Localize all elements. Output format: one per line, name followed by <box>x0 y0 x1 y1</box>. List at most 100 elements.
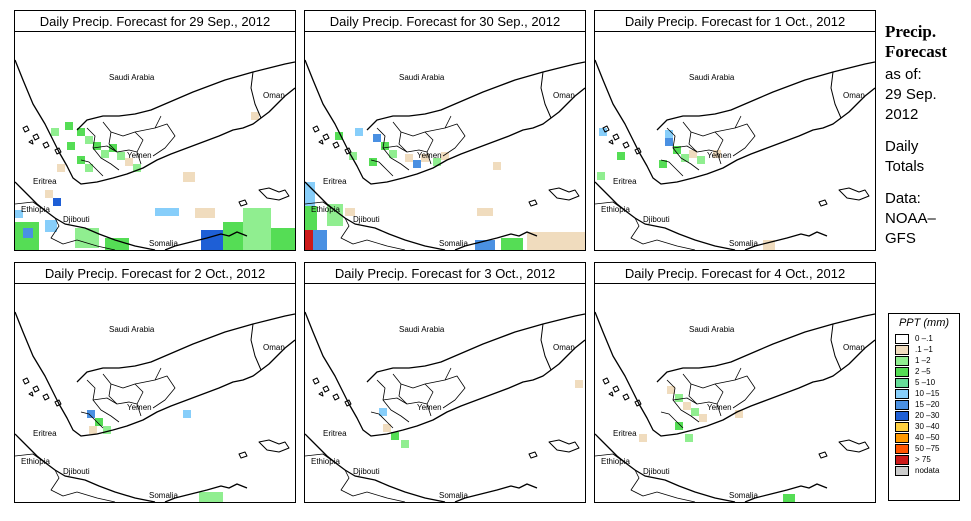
label-djibouti: Djibouti <box>353 215 380 224</box>
panel-title: Daily Precip. Forecast for 4 Oct., 2012 <box>594 262 876 283</box>
label-oman: Oman <box>263 343 285 352</box>
totals-line2: Totals <box>885 158 925 175</box>
legend-swatch <box>895 433 909 443</box>
label-ethiopia: Ethiopia <box>21 457 50 466</box>
label-eritrea: Eritrea <box>323 177 347 186</box>
legend-swatch <box>895 455 909 465</box>
label-ethiopia: Ethiopia <box>21 205 50 214</box>
map-svg: Saudi Arabia Oman Yemen Eritrea Ethiopia… <box>15 59 295 250</box>
panel-title: Daily Precip. Forecast for 3 Oct., 2012 <box>304 262 586 283</box>
label-eritrea: Eritrea <box>323 429 347 438</box>
label-somalia: Somalia <box>439 239 468 248</box>
label-oman: Oman <box>553 343 575 352</box>
forecast-info: Precip. Forecast as of: 29 Sep. 2012 Dai… <box>885 22 967 261</box>
precip-cells <box>15 112 295 250</box>
map-svg: Saudi Arabia Oman Yemen Eritrea Ethiopia… <box>15 311 295 502</box>
legend-label: nodata <box>915 466 940 475</box>
legend-label: 15 –20 <box>915 400 940 409</box>
label-yemen: Yemen <box>707 151 732 160</box>
label-somalia: Somalia <box>729 239 758 248</box>
forecast-panel-29-sep: Daily Precip. Forecast for 29 Sep., 2012 <box>14 10 296 251</box>
label-ethiopia: Ethiopia <box>311 457 340 466</box>
label-eritrea: Eritrea <box>613 429 637 438</box>
legend-swatch <box>895 466 909 476</box>
label-oman: Oman <box>843 343 865 352</box>
label-djibouti: Djibouti <box>63 467 90 476</box>
legend-item: nodata <box>889 465 959 476</box>
label-djibouti: Djibouti <box>63 215 90 224</box>
legend-swatch <box>895 334 909 344</box>
legend-item: 1 –2 <box>889 355 959 366</box>
precip-map: Saudi Arabia Oman Yemen Eritrea Ethiopia… <box>594 31 876 251</box>
label-yemen: Yemen <box>127 403 152 412</box>
legend-label: 10 –15 <box>915 389 940 398</box>
precip-cells <box>597 128 775 250</box>
panel-title: Daily Precip. Forecast for 29 Sep., 2012 <box>14 10 296 31</box>
legend-title: PPT (mm) <box>898 317 950 329</box>
as-of-date-line: 29 Sep. <box>885 86 937 103</box>
label-eritrea: Eritrea <box>33 429 57 438</box>
legend-label: > 75 <box>915 455 931 464</box>
label-saudi-arabia: Saudi Arabia <box>399 325 445 334</box>
totals-line1: Daily <box>885 138 919 155</box>
legend-label: .1 –1 <box>915 345 933 354</box>
precip-map: Saudi Arabia Oman Yemen Eritrea Ethiopia… <box>594 283 876 503</box>
legend-item: 2 –5 <box>889 366 959 377</box>
legend-item: 15 –20 <box>889 399 959 410</box>
label-eritrea: Eritrea <box>33 177 57 186</box>
label-yemen: Yemen <box>127 151 152 160</box>
legend-item: 40 –50 <box>889 432 959 443</box>
precip-cells <box>87 410 223 502</box>
legend-item: 5 –10 <box>889 377 959 388</box>
label-saudi-arabia: Saudi Arabia <box>689 73 735 82</box>
map-svg: Saudi Arabia Oman Yemen Eritrea Ethiopia… <box>305 59 585 250</box>
legend-label: 5 –10 <box>915 378 936 387</box>
label-djibouti: Djibouti <box>643 215 670 224</box>
legend-item: 0 –.1 <box>889 333 959 344</box>
label-oman: Oman <box>843 91 865 100</box>
data-source-label: Data: <box>885 190 921 207</box>
info-title: Precip. Forecast <box>885 22 967 62</box>
precip-map: Saudi Arabia Oman Yemen Eritrea Ethiopia… <box>14 283 296 503</box>
label-djibouti: Djibouti <box>643 467 670 476</box>
label-somalia: Somalia <box>149 491 178 500</box>
precip-cells <box>379 380 583 448</box>
legend-item: 50 –75 <box>889 443 959 454</box>
legend-swatch <box>895 389 909 399</box>
legend-label: 1 –2 <box>915 356 931 365</box>
label-yemen: Yemen <box>417 151 442 160</box>
legend-swatch <box>895 444 909 454</box>
label-eritrea: Eritrea <box>613 177 637 186</box>
label-saudi-arabia: Saudi Arabia <box>109 325 155 334</box>
legend-swatch <box>895 356 909 366</box>
forecast-panel-4-oct: Daily Precip. Forecast for 4 Oct., 2012 … <box>594 262 876 503</box>
totals-note: Daily Totals <box>885 137 967 177</box>
legend-swatch <box>895 422 909 432</box>
precip-cells <box>305 128 585 250</box>
forecast-panel-2-oct: Daily Precip. Forecast for 2 Oct., 2012 … <box>14 262 296 503</box>
map-svg: Saudi Arabia Oman Yemen Eritrea Ethiopia… <box>595 59 875 250</box>
label-ethiopia: Ethiopia <box>311 205 340 214</box>
map-svg: Saudi Arabia Oman Yemen Eritrea Ethiopia… <box>595 311 875 502</box>
panel-title: Daily Precip. Forecast for 30 Sep., 2012 <box>304 10 586 31</box>
legend-item: 20 –30 <box>889 410 959 421</box>
as-of-date: as of: 29 Sep. 2012 <box>885 65 967 125</box>
legend-swatch <box>895 411 909 421</box>
label-djibouti: Djibouti <box>353 467 380 476</box>
label-oman: Oman <box>263 91 285 100</box>
legend-swatch <box>895 378 909 388</box>
data-source-line1: NOAA– <box>885 210 936 227</box>
legend-swatch <box>895 345 909 355</box>
label-saudi-arabia: Saudi Arabia <box>399 73 445 82</box>
label-oman: Oman <box>553 91 575 100</box>
map-svg: Saudi Arabia Oman Yemen Eritrea Ethiopia… <box>305 311 585 502</box>
legend-item: .1 –1 <box>889 344 959 355</box>
precip-map: Saudi Arabia Oman Yemen Eritrea Ethiopia… <box>304 283 586 503</box>
forecast-panel-30-sep: Daily Precip. Forecast for 30 Sep., 2012 <box>304 10 586 251</box>
forecast-panel-3-oct: Daily Precip. Forecast for 3 Oct., 2012 … <box>304 262 586 503</box>
data-source: Data: NOAA– GFS <box>885 189 967 249</box>
info-title-line2: Forecast <box>885 42 947 61</box>
legend-label: 30 –40 <box>915 422 940 431</box>
panel-title: Daily Precip. Forecast for 2 Oct., 2012 <box>14 262 296 283</box>
precip-map: Saudi Arabia Oman Yemen Eritrea Ethiopia… <box>304 31 586 251</box>
